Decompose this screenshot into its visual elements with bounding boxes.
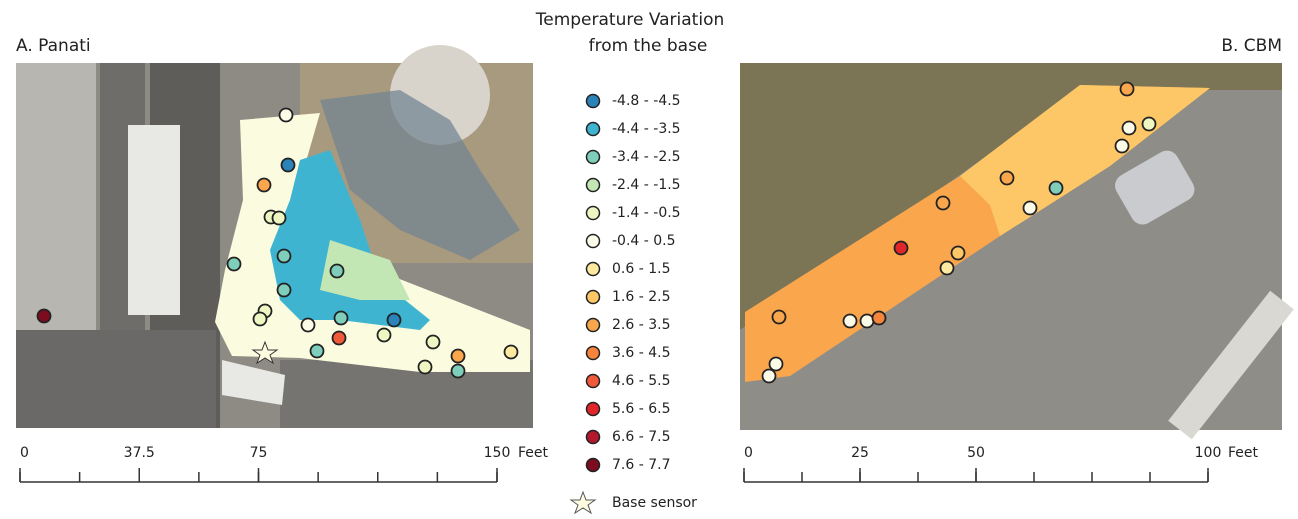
legend-symbol [587,375,600,388]
legend-symbol [587,207,600,220]
legend-symbol [587,459,600,472]
sensor-point [331,265,344,278]
scale-tick-label: 50 [967,445,985,461]
sensor-point [388,314,401,327]
sensor-point [773,311,786,324]
legend-label: -0.4 - 0.5 [612,233,676,249]
legend-symbol [587,95,600,108]
legend-label: -2.4 - -1.5 [612,177,681,193]
legend-symbol [587,291,600,304]
sensor-point [311,345,324,358]
sensor-point [1116,140,1129,153]
legend-symbol [587,347,600,360]
legend-label: 6.6 - 7.5 [612,429,670,445]
sensor-point [770,358,783,371]
map-panel [740,63,1282,430]
scale-tick-label: 25 [851,445,869,461]
panel-label: B. CBM [1221,36,1282,56]
sensor-point [1121,83,1134,96]
sensor-point [952,247,965,260]
scale-tick-label: 0 [20,445,29,461]
legend-label: -1.4 - -0.5 [612,205,681,221]
sensor-point [1001,172,1014,185]
legend: -4.8 - -4.5 -4.4 - -3.5 -3.4 - -2.5 -2.4 - … [587,93,681,473]
legend-label: -3.4 - -2.5 [612,149,681,165]
sensor-point [505,346,518,359]
scale-unit: Feet [1228,445,1259,461]
sensor-point [1024,202,1037,215]
scale-tick-label: 100 [1195,445,1222,461]
legend-label: 7.6 - 7.7 [612,457,670,473]
title-line: from the base [589,36,708,56]
panel-label: A. Panati [16,36,91,56]
sensor-point [1050,182,1063,195]
sensor-point [895,242,908,255]
legend-symbol [587,235,600,248]
sensor-point [333,332,346,345]
sensor-point [861,315,874,328]
sensor-point [254,313,267,326]
sensor-point [1143,118,1156,131]
sensor-point [763,370,776,383]
legend-label: -4.4 - -3.5 [612,121,681,137]
legend-label: 5.6 - 6.5 [612,401,670,417]
legend-label: -4.8 - -4.5 [612,93,681,109]
title-line: Temperature Variation [535,10,725,30]
scale-tick-label: 0 [744,445,753,461]
sensor-point [452,350,465,363]
scale-tick-label: 37.5 [124,445,155,461]
sensor-point [937,197,950,210]
sensor-point [278,284,291,297]
legend-label: Base sensor [612,495,697,511]
legend-symbol [587,403,600,416]
legend-symbol [587,123,600,136]
sensor-point [38,310,51,323]
sensor-point [335,312,348,325]
legend-label: 0.6 - 1.5 [612,261,670,277]
sensor-point [452,365,465,378]
scale-unit: Feet [518,445,549,461]
sensor-point [273,212,286,225]
sensor-point [941,262,954,275]
legend-symbol [587,179,600,192]
sensor-point [282,159,295,172]
legend-symbol [587,263,600,276]
legend-label: 2.6 - 3.5 [612,317,670,333]
sensor-point [228,258,241,271]
legend-symbol [587,151,600,164]
sensor-point [844,315,857,328]
scale-tick-label: 75 [250,445,268,461]
legend-symbol [587,319,600,332]
sensor-point [278,250,291,263]
star-symbol [571,492,595,513]
figure: Temperature Variation from the base A. P… [0,0,1298,515]
sensor-point [873,312,886,325]
sensor-point [419,361,432,374]
legend-label: 3.6 - 4.5 [612,345,670,361]
sensor-point [427,336,440,349]
sensor-point [280,109,293,122]
legend-label: 1.6 - 2.5 [612,289,670,305]
sensor-point [258,179,271,192]
scale-tick-label: 150 [484,445,511,461]
legend-symbol [587,431,600,444]
sensor-point [1123,122,1136,135]
legend-label: 4.6 - 5.5 [612,373,670,389]
sensor-point [302,319,315,332]
sensor-point [378,329,391,342]
